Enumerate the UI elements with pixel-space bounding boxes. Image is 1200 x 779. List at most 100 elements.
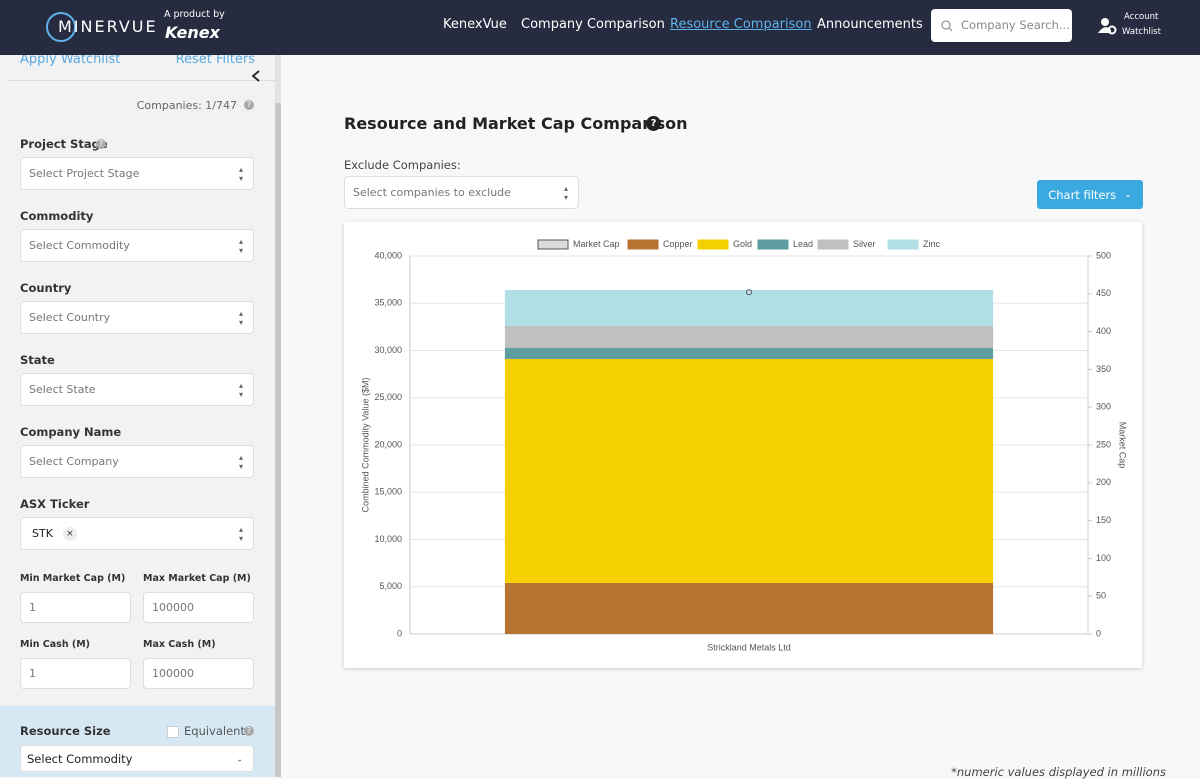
range-input[interactable]: 1: [20, 592, 131, 623]
range-value: 100000: [152, 667, 194, 680]
filter-placeholder: Select Country: [29, 311, 111, 324]
y2-tick-label: 150: [1096, 515, 1111, 525]
filter-select[interactable]: Select State ▴ ▾: [20, 373, 254, 406]
chart: Combined Commodity Value ($M) Market Cap…: [360, 239, 1128, 653]
range-input[interactable]: 100000: [143, 592, 254, 623]
legend-label: Market Cap: [573, 239, 620, 249]
legend-label: Zinc: [923, 239, 941, 249]
y-tick-label: 0: [397, 628, 402, 638]
chip-remove[interactable]: ×: [62, 526, 77, 541]
checkbox-label: Equivalent: [184, 724, 245, 738]
nav-link[interactable]: Resource Comparison: [670, 17, 812, 32]
legend-swatch: [697, 239, 729, 250]
chart-filters-button[interactable]: Chart filters ⌄: [1037, 180, 1143, 209]
ticker-chip: STK: [32, 527, 53, 540]
scrollbar[interactable]: [275, 55, 281, 777]
companies-count: Companies: 1/747: [136, 99, 237, 112]
y2-tick-label: 0: [1096, 628, 1101, 638]
help-icon[interactable]: ?: [646, 116, 661, 131]
caret: ▴ ▾: [238, 380, 243, 399]
range-input[interactable]: 100000: [143, 658, 254, 689]
range-label: Max Cash (M): [143, 639, 216, 650]
commodity-select[interactable]: Select Commodity ⌄: [20, 745, 254, 772]
watchlist-label[interactable]: Watchlist: [1122, 27, 1161, 37]
caret: ▴ ▾: [238, 164, 243, 183]
help-icon[interactable]: ?: [244, 726, 254, 736]
range-value: 1: [29, 601, 36, 614]
range-input[interactable]: 1: [20, 658, 131, 689]
caret: ▴ ▾: [563, 183, 568, 202]
filter-label: Resource Size: [20, 724, 111, 738]
filter-select[interactable]: Select Project Stage ▴ ▾: [20, 157, 254, 190]
y2-tick-label: 300: [1096, 402, 1111, 412]
y2-axis-title: Market Cap: [1118, 422, 1128, 469]
caret: ▴ ▾: [238, 452, 243, 471]
bar-segment: [504, 359, 994, 583]
caret: ▴ ▾: [238, 308, 243, 327]
legend-swatch: [887, 239, 919, 250]
y-tick-label: 25,000: [374, 392, 402, 402]
caret: ▴ ▾: [238, 236, 243, 255]
sidebar: Apply Watchlist Reset Filters Companies:…: [0, 55, 275, 777]
checkbox[interactable]: [167, 726, 179, 738]
legend-swatch: [627, 239, 659, 250]
y2-tick-label: 100: [1096, 553, 1111, 563]
filter-label: Company Name: [20, 425, 122, 439]
page-title: Resource and Market Cap Comparison: [344, 114, 688, 133]
market-cap-point: [746, 289, 752, 296]
filter-select[interactable]: Select Country ▴ ▾: [20, 301, 254, 334]
range-label: Min Market Cap (M): [20, 573, 126, 584]
search-icon: [941, 20, 953, 32]
bar-segment: [504, 582, 994, 634]
legend-swatch: [817, 239, 849, 250]
filter-label: State: [20, 353, 55, 367]
tagline: A product by: [164, 9, 225, 20]
nav-link[interactable]: Announcements: [817, 17, 923, 32]
account-label[interactable]: Account: [1124, 12, 1159, 22]
chevron: ⌄: [1124, 189, 1132, 200]
search-placeholder: Company Search...: [961, 18, 1070, 32]
y-axis-title: Combined Commodity Value ($M): [360, 378, 370, 513]
exclude-placeholder: Select companies to exclude: [353, 186, 511, 199]
y-tick-label: 15,000: [374, 487, 402, 497]
exclude-select[interactable]: Select companies to exclude ▴ ▾: [344, 176, 579, 209]
y2-tick-label: 450: [1096, 288, 1111, 298]
filter-label: ASX Ticker: [20, 497, 90, 511]
nav-link[interactable]: Company Comparison: [521, 17, 665, 32]
account-icon[interactable]: [1097, 16, 1117, 36]
exclude-label: Exclude Companies:: [344, 158, 461, 172]
caret: ▴ ▾: [238, 524, 243, 543]
range-value: 100000: [152, 601, 194, 614]
filter-select[interactable]: Select Commodity ▴ ▾: [20, 229, 254, 262]
reset-filters[interactable]: Reset Filters: [175, 55, 255, 67]
logo[interactable]: MINERVUE: [58, 17, 158, 36]
header: MINERVUE A product by Kenex KenexVue Com…: [0, 0, 1200, 55]
help-icon[interactable]: ?: [96, 139, 106, 149]
y2-tick-label: 50: [1096, 591, 1106, 601]
ticker-select[interactable]: STK × ▴ ▾: [20, 517, 254, 550]
y2-tick-label: 200: [1096, 477, 1111, 487]
bar-segment: [504, 325, 994, 348]
filter-label: Commodity: [20, 209, 94, 223]
legend-swatch: [757, 239, 789, 250]
collapse-button[interactable]: [250, 69, 262, 83]
button-label: Chart filters: [1048, 187, 1117, 202]
x-tick-label: Strickland Metals Ltd: [707, 642, 791, 652]
y-tick-label: 5,000: [379, 581, 402, 591]
nav-link[interactable]: KenexVue: [443, 17, 507, 32]
filter-placeholder: Select Commodity: [29, 239, 130, 252]
legend-label: Lead: [793, 239, 813, 249]
filter-placeholder: Select State: [29, 383, 96, 396]
filter-select[interactable]: Select Company ▴ ▾: [20, 445, 254, 478]
search-box[interactable]: Company Search...: [931, 9, 1072, 42]
range-value: 1: [29, 667, 36, 680]
apply-watchlist[interactable]: Apply Watchlist: [20, 55, 121, 67]
legend-label: Silver: [853, 239, 876, 249]
scroll-thumb[interactable]: [275, 103, 281, 777]
select-placeholder: Select Commodity: [27, 751, 133, 766]
y-tick-label: 35,000: [374, 298, 402, 308]
y-tick-label: 10,000: [374, 534, 402, 544]
help-icon[interactable]: ?: [244, 100, 254, 110]
legend-label: Gold: [733, 239, 752, 249]
